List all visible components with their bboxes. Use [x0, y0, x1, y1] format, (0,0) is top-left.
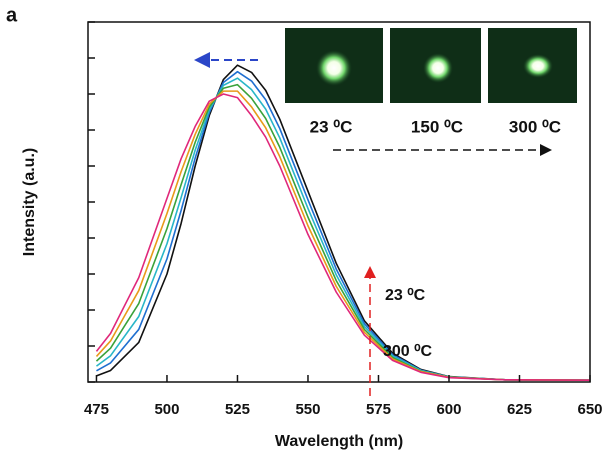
annotation: 23 ⁰C: [385, 287, 426, 304]
inset-label: 150 ⁰C: [411, 117, 463, 136]
glow: [523, 54, 553, 78]
x-tick-label: 575: [366, 401, 391, 418]
x-tick-label: 525: [225, 401, 250, 418]
x-tick-label: 500: [154, 401, 179, 418]
inset-label: 23 ⁰C: [310, 117, 353, 136]
panel-label: a: [6, 4, 18, 26]
annotation: 300 ⁰C: [383, 343, 433, 360]
x-tick-label: 550: [295, 401, 320, 418]
inset-label: 300 ⁰C: [509, 117, 561, 136]
x-axis-label: Wavelength (nm): [275, 433, 403, 450]
spectrum-line: [96, 64, 591, 382]
x-tick-label: 625: [507, 401, 532, 418]
curves: [95, 64, 591, 382]
x-tick-label: 600: [436, 401, 461, 418]
x-tick-label: 475: [84, 401, 109, 418]
inset-photos: [285, 28, 577, 103]
spectrum-line: [95, 93, 591, 382]
glow: [423, 53, 453, 83]
glow: [316, 50, 352, 86]
y-axis-label: Intensity (a.u.): [21, 148, 38, 256]
x-tick-label: 650: [577, 401, 602, 418]
